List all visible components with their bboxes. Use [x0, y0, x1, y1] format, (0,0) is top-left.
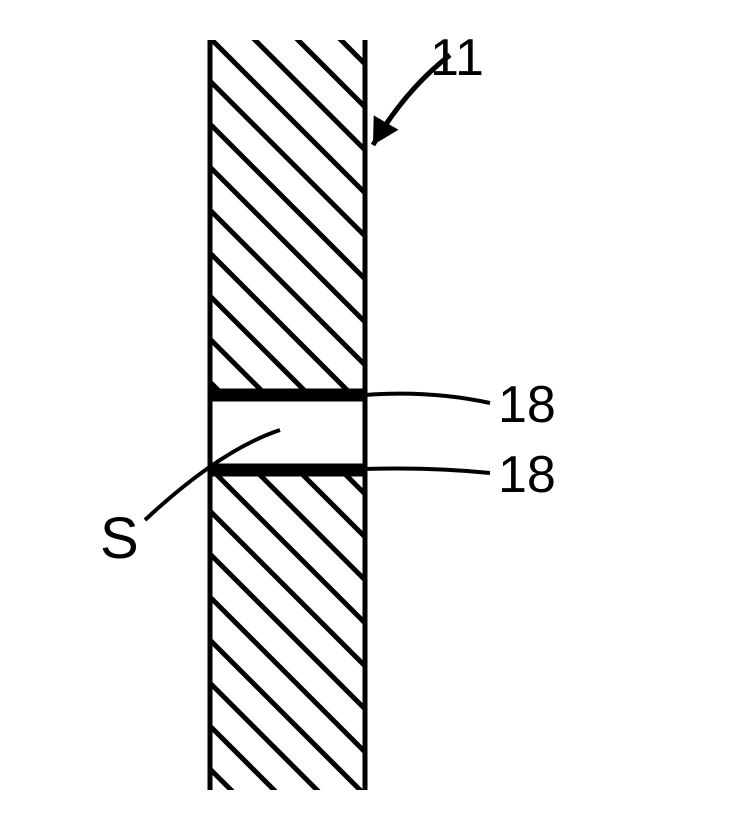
- label-11: 11: [430, 28, 484, 88]
- label-18-lower: 18: [498, 445, 556, 505]
- label-s: S: [100, 505, 139, 572]
- diagram-canvas: 11 18 18 S: [0, 0, 730, 823]
- label-18-upper: 18: [498, 375, 556, 435]
- cross-section-svg: [0, 0, 730, 823]
